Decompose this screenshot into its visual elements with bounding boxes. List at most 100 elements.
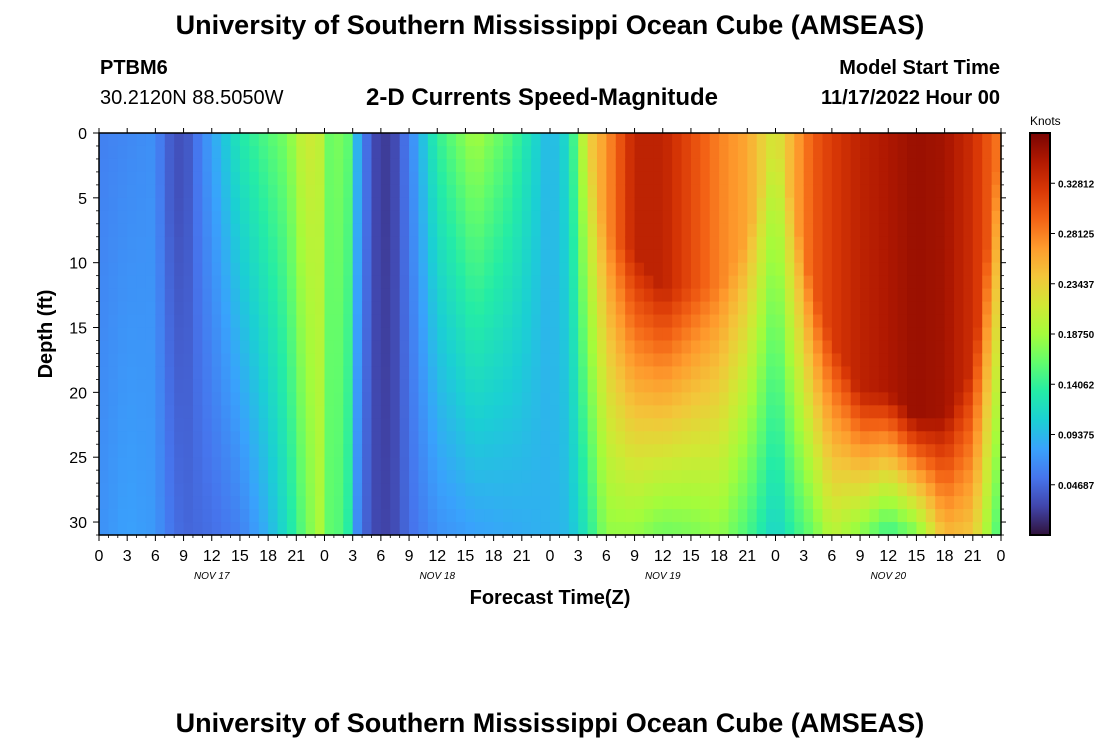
heatmap-cell	[869, 301, 880, 316]
heatmap-cell	[324, 470, 335, 484]
heatmap-cell	[578, 522, 589, 536]
station-coordinates: 30.2120N 88.5050W	[100, 87, 284, 109]
heatmap-cell	[484, 171, 495, 186]
heatmap-cell	[615, 301, 626, 316]
heatmap-cell	[568, 158, 579, 173]
heatmap-cell	[982, 301, 993, 316]
heatmap-cell	[183, 522, 194, 536]
heatmap-cell	[587, 431, 598, 445]
heatmap-cell	[916, 496, 927, 510]
heatmap-cell	[813, 522, 824, 536]
heatmap-cell	[174, 223, 185, 238]
heatmap-cell	[925, 236, 936, 251]
heatmap-cell	[399, 184, 410, 199]
heatmap-cell	[249, 327, 260, 342]
heatmap-cell	[427, 210, 438, 225]
heatmap-cell	[700, 496, 711, 510]
heatmap-cell	[860, 301, 871, 316]
heatmap-cell	[164, 210, 175, 225]
heatmap-cell	[944, 184, 955, 199]
heatmap-cell	[183, 457, 194, 471]
heatmap-cell	[869, 509, 880, 523]
heatmap-cell	[230, 145, 241, 160]
heatmap-cell	[258, 249, 269, 264]
heatmap-cell	[409, 379, 420, 393]
heatmap-cell	[117, 431, 128, 445]
heatmap-cell	[418, 133, 429, 147]
heatmap-cell	[211, 405, 222, 419]
heatmap-cell	[690, 366, 701, 380]
heatmap-cell	[456, 353, 467, 368]
heatmap-cell	[362, 210, 373, 225]
heatmap-cell	[784, 262, 795, 277]
heatmap-cell	[484, 249, 495, 264]
heatmap-cell	[728, 288, 739, 303]
heatmap-cell	[484, 340, 495, 355]
heatmap-cell	[399, 275, 410, 290]
heatmap-cell	[587, 405, 598, 419]
heatmap-cell	[578, 236, 589, 251]
heatmap-cell	[409, 457, 420, 471]
heatmap-cell	[822, 223, 833, 238]
heatmap-cell	[503, 483, 514, 497]
heatmap-cell	[596, 509, 607, 523]
heatmap-cell	[813, 470, 824, 484]
heatmap-cell	[503, 392, 514, 406]
heatmap-cell	[737, 210, 748, 225]
heatmap-cell	[437, 158, 448, 173]
heatmap-cell	[164, 236, 175, 251]
heatmap-cell	[352, 197, 363, 212]
heatmap-cell	[117, 210, 128, 225]
heatmap-cell	[606, 366, 617, 380]
heatmap-cell	[503, 431, 514, 445]
heatmap-cell	[277, 249, 288, 264]
x-tick-label: 18	[710, 548, 728, 565]
heatmap-cell	[784, 431, 795, 445]
heatmap-cell	[775, 405, 786, 419]
heatmap-cell	[221, 249, 232, 264]
heatmap-cell	[850, 223, 861, 238]
heatmap-cell	[427, 457, 438, 471]
heatmap-cell	[916, 223, 927, 238]
heatmap-cell	[409, 327, 420, 342]
heatmap-cell	[343, 379, 354, 393]
heatmap-cell	[127, 405, 138, 419]
heatmap-cell	[954, 444, 965, 458]
heatmap-cell	[427, 223, 438, 238]
heatmap-cell	[615, 236, 626, 251]
heatmap-cell	[850, 522, 861, 536]
heatmap-cell	[672, 457, 683, 471]
heatmap-cell	[719, 249, 730, 264]
heatmap-cell	[427, 418, 438, 432]
heatmap-cell	[568, 275, 579, 290]
x-tick-label: 3	[123, 548, 132, 565]
heatmap-cell	[596, 262, 607, 277]
heatmap-cell	[296, 197, 307, 212]
heatmap-cell	[427, 483, 438, 497]
heatmap-cell	[954, 249, 965, 264]
heatmap-cell	[117, 353, 128, 368]
heatmap-cell	[596, 392, 607, 406]
heatmap-cell	[230, 457, 241, 471]
heatmap-cell	[991, 236, 1002, 251]
heatmap-cell	[897, 327, 908, 342]
heatmap-cell	[399, 236, 410, 251]
heatmap-cell	[484, 470, 495, 484]
heatmap-cell	[963, 145, 974, 160]
heatmap-cell	[550, 366, 560, 380]
heatmap-cell	[512, 444, 523, 458]
heatmap-cell	[343, 405, 354, 419]
x-tick-label: 3	[799, 548, 808, 565]
heatmap-cell	[427, 184, 438, 199]
heatmap-cell	[211, 340, 222, 355]
heatmap-cell	[700, 418, 711, 432]
heatmap-cell	[737, 158, 748, 173]
heatmap-cell	[972, 470, 983, 484]
heatmap-cell	[606, 340, 617, 355]
heatmap-cell	[390, 301, 401, 316]
heatmap-cell	[230, 418, 241, 432]
heatmap-cell	[925, 314, 936, 329]
heatmap-cell	[164, 288, 175, 303]
heatmap-cell	[888, 327, 899, 342]
heatmap-cell	[972, 509, 983, 523]
